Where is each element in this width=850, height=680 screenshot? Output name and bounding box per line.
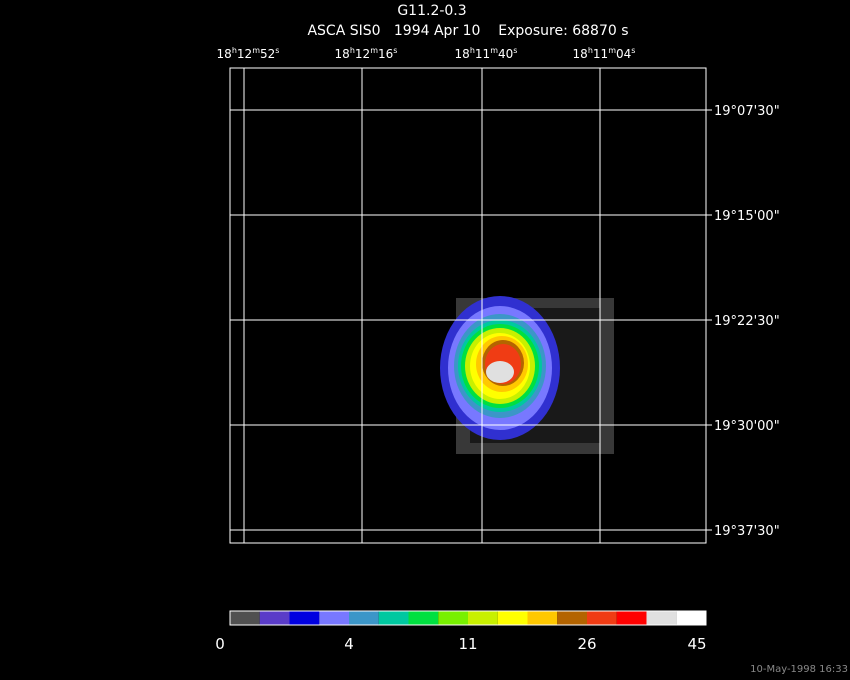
colorbar-frame: [229, 610, 707, 626]
colorbar-cell: [289, 611, 320, 625]
ra-label-part: s: [275, 46, 279, 55]
ra-label-part: 52: [260, 47, 275, 61]
ra-label-part: 04: [616, 47, 631, 61]
ra-label: 18h11m04s: [573, 46, 636, 61]
ra-label-part: h: [232, 46, 237, 55]
ra-label-part: s: [393, 46, 397, 55]
ra-label-part: s: [631, 46, 635, 55]
ra-label-part: 11: [593, 47, 608, 61]
ra-label-part: 12: [237, 47, 252, 61]
ra-label-part: 16: [378, 47, 393, 61]
image: [440, 296, 614, 454]
ra-label-part: h: [588, 46, 593, 55]
colorbar-cell: [378, 611, 409, 625]
ra-label: 18h12m52s: [217, 46, 280, 61]
frame: [229, 67, 707, 544]
colorbar-cell: [319, 611, 349, 625]
colorbar-cell: [468, 611, 498, 625]
ra-label-part: m: [252, 46, 260, 55]
dec-label: 19°37'30": [714, 524, 780, 539]
colorbar-cell: [438, 611, 468, 625]
ra-label-part: 18: [455, 47, 470, 61]
ra-label-part: s: [513, 46, 517, 55]
ra-label-part: m: [608, 46, 616, 55]
ra-label: 18h12m16s: [335, 46, 398, 61]
colorbar-label: 11: [458, 635, 477, 653]
ra-label-part: m: [490, 46, 498, 55]
colorbar-cell: [497, 611, 528, 625]
colorbar-cell: [259, 611, 290, 625]
dec-label: 19°07'30": [714, 104, 780, 119]
colorbar-label: 45: [687, 635, 706, 653]
dec-label: 19°30'00": [714, 419, 780, 434]
colorbar-cell: [349, 611, 379, 625]
colorbar-cell: [557, 611, 587, 625]
colorbar-label: 0: [215, 635, 225, 653]
footer: 10-May-1998 16:33: [750, 664, 848, 675]
colorbar-label: 26: [577, 635, 596, 653]
ra-label-part: h: [350, 46, 355, 55]
colorbar-cell: [408, 611, 439, 625]
ra-label-part: 11: [475, 47, 490, 61]
dec-label: 19°22'30": [714, 314, 780, 329]
colorbar-cell: [527, 611, 558, 625]
ra-label-part: 18: [335, 47, 350, 61]
ra-label-part: 18: [217, 47, 232, 61]
colorbar-cell: [676, 611, 706, 625]
colorbar-cell: [616, 611, 647, 625]
ra-label-part: 40: [498, 47, 513, 61]
ra-label-part: h: [470, 46, 475, 55]
dec-label: 19°15'00": [714, 209, 780, 224]
colorbar-cell: [646, 611, 677, 625]
colorbar-label: 4: [344, 635, 354, 653]
colorbar-cell: [587, 611, 617, 625]
subtitle: ASCA SIS0 1994 Apr 10 Exposure: 68870 s: [307, 23, 628, 39]
ra-label-part: 18: [573, 47, 588, 61]
colorbar-cell: [230, 611, 260, 625]
ra-label-part: 12: [355, 47, 370, 61]
title: G11.2-0.3: [397, 3, 466, 19]
ra-label-part: m: [370, 46, 378, 55]
ra-label: 18h11m40s: [455, 46, 518, 61]
